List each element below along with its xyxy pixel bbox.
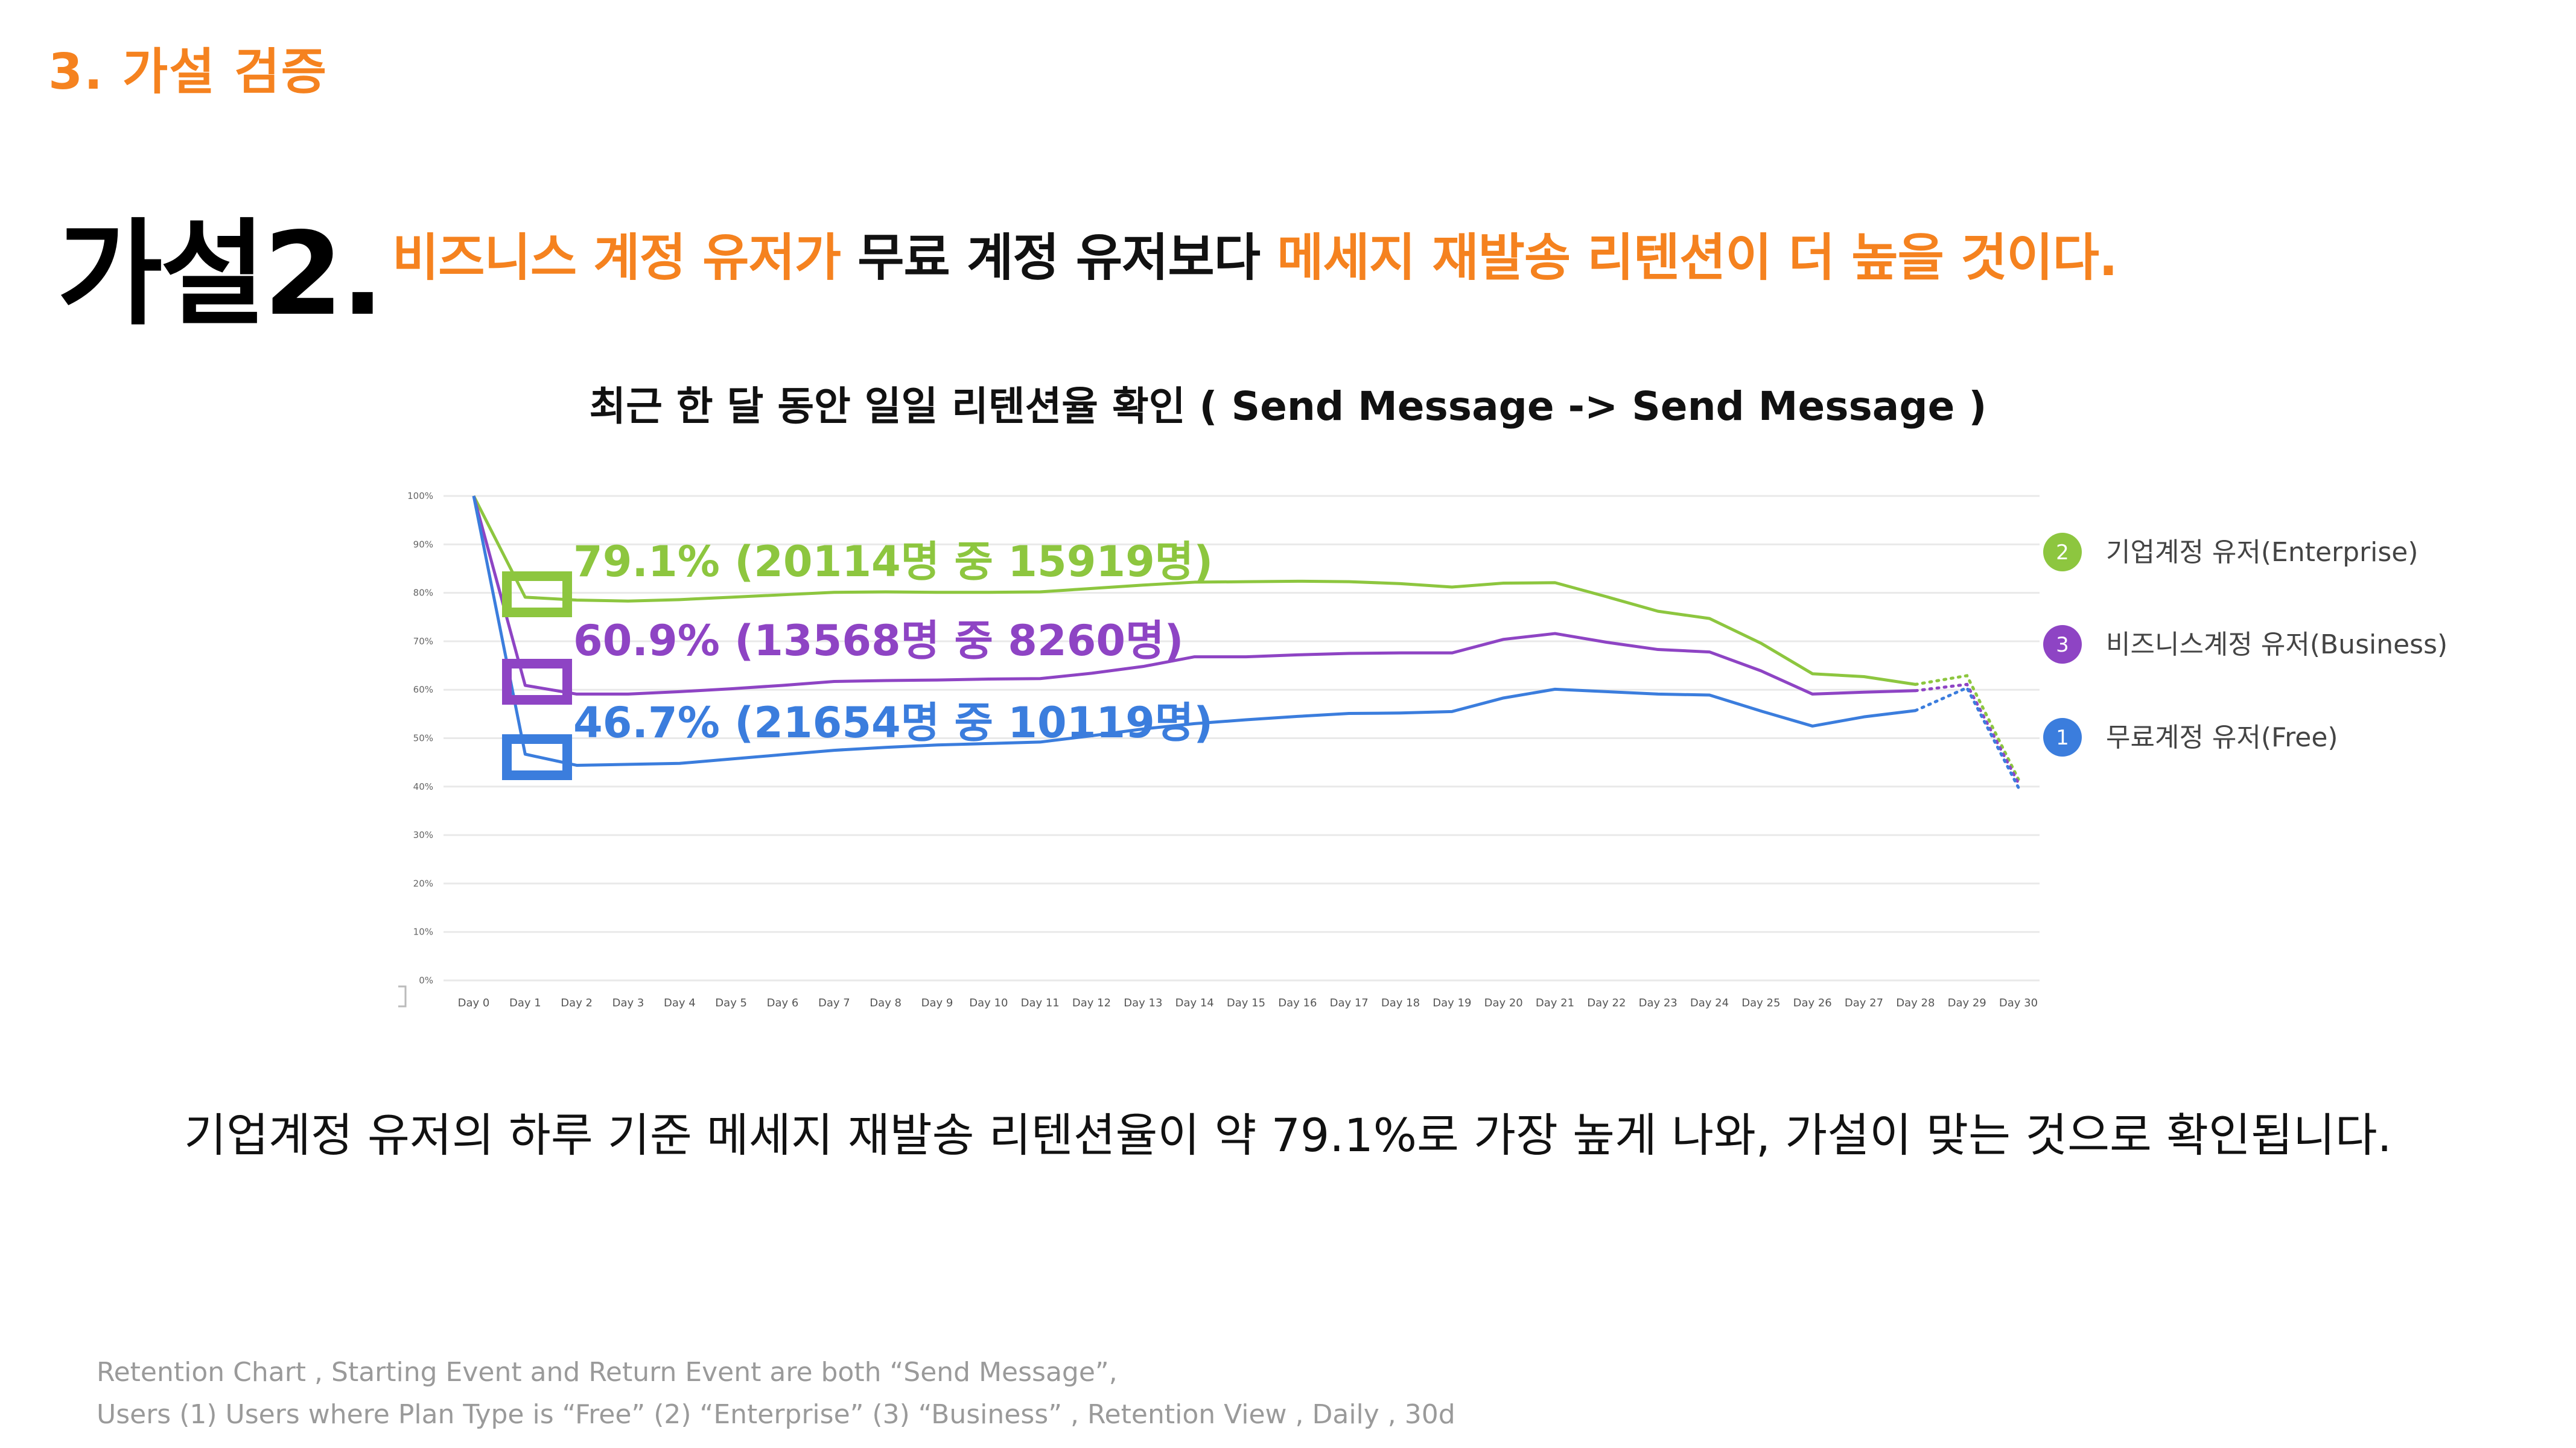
statement-part-free: 무료 계정 유저보다 (857, 228, 1261, 287)
series-line-incomplete (1913, 674, 2020, 781)
x-tick-label: Day 22 (1587, 997, 1626, 1009)
x-tick-label: Day 13 (1124, 997, 1162, 1009)
series-line-incomplete (1913, 685, 2020, 789)
x-tick-label: Day 10 (969, 997, 1008, 1009)
retention-line-chart: 100% 90% 80% 70% 60% 50% 40% 30% 20% 10% 0% Day 0 Da… (398, 491, 2447, 1009)
x-tick-label: Day 8 (870, 997, 902, 1009)
y-tick-label: 30% (413, 830, 433, 840)
series-line-incomplete (1913, 682, 2020, 785)
x-tick-label: Day 24 (1690, 997, 1729, 1009)
y-tick-label: 60% (413, 684, 433, 695)
legend-badge-number: 3 (2056, 633, 2069, 657)
x-tick-label: Day 19 (1433, 997, 1471, 1009)
day1-highlight-box (502, 659, 572, 705)
x-tick-label: Day 7 (818, 997, 850, 1009)
series-annotation: 79.1% (20114명 중 15919명) (573, 537, 1213, 586)
x-tick-label: Day 12 (1072, 997, 1111, 1009)
x-tick-label: Day 6 (767, 997, 799, 1009)
series-line (472, 495, 1916, 696)
x-tick-label: Day 20 (1484, 997, 1523, 1009)
legend-badge-number: 1 (2056, 726, 2069, 750)
legend-badge (2043, 533, 2082, 571)
x-tick-label: Day 4 (664, 997, 696, 1009)
x-tick-label: Day 3 (612, 997, 644, 1009)
x-tick-label: Day 11 (1021, 997, 1060, 1009)
x-tick-label: Day 1 (509, 997, 541, 1009)
conclusion-text: 기업계정 유저의 하루 기준 메세지 재발송 리텐션율이 약 79.1%로 가장… (184, 1108, 2392, 1162)
statement-part-retention: 메세지 재발송 리텐션이 더 높을 것이다. (1277, 228, 2118, 287)
x-tick-label: Day 16 (1278, 997, 1317, 1009)
series-annotation: 60.9% (13568명 중 8260명) (573, 616, 1184, 665)
x-tick-label: Day 0 (458, 997, 490, 1009)
statement-part-business: 비즈니스 계정 유저가 (392, 228, 841, 287)
legend-badge-number: 2 (2056, 541, 2069, 565)
legend-badge (2043, 625, 2082, 664)
chart-title: 최근 한 달 동안 일일 리텐션율 확인 ( Send Message -> S… (589, 383, 1987, 430)
x-tick-label: Day 27 (1845, 997, 1883, 1009)
x-tick-label: Day 14 (1175, 997, 1214, 1009)
x-tick-label: Day 5 (715, 997, 747, 1009)
axis-bracket (398, 985, 407, 1008)
y-tick-label: 80% (413, 588, 433, 599)
x-tick-label: Day 15 (1227, 997, 1265, 1009)
y-tick-label: 40% (413, 781, 433, 792)
x-tick-label: Day 30 (1999, 997, 2038, 1009)
x-tick-label: Day 9 (921, 997, 953, 1009)
x-tick-label: Day 28 (1896, 997, 1935, 1009)
series-line (472, 495, 1916, 686)
y-tick-label: 100% (407, 491, 433, 501)
x-tick-label: Day 17 (1330, 997, 1369, 1009)
x-tick-label: Day 23 (1639, 997, 1678, 1009)
footnote-line-2: Users (1) Users where Plan Type is “Free… (97, 1399, 1455, 1430)
x-tick-label: Day 25 (1741, 997, 1780, 1009)
series-annotation: 46.7% (21654명 중 10119명) (573, 698, 1213, 748)
legend-label: 비즈니스계정 유저(Business) (2106, 629, 2447, 660)
day1-highlight-box (502, 571, 572, 617)
series-line (472, 495, 1916, 767)
y-tick-label: 90% (413, 539, 433, 550)
y-tick-label: 0% (419, 975, 433, 986)
hypothesis-title: 가설2. (57, 208, 384, 341)
x-tick-label: Day 21 (1536, 997, 1574, 1009)
x-tick-label: Day 2 (561, 997, 593, 1009)
section-label: 3. 가설 검증 (48, 43, 328, 101)
y-tick-label: 70% (413, 636, 433, 647)
legend-label: 무료계정 유저(Free) (2106, 722, 2338, 753)
x-tick-label: Day 18 (1381, 997, 1420, 1009)
y-tick-label: 20% (413, 878, 433, 889)
hypothesis-statement: 비즈니스 계정 유저가 무료 계정 유저보다 메세지 재발송 리텐션이 더 높을… (392, 217, 2118, 290)
footnote: Retention Chart , Starting Event and Ret… (97, 1351, 1455, 1436)
y-tick-label: 10% (413, 927, 433, 938)
x-tick-label: Day 26 (1793, 997, 1832, 1009)
legend-badge (2043, 718, 2082, 757)
footnote-line-1: Retention Chart , Starting Event and Ret… (97, 1357, 1118, 1388)
day1-highlight-box (502, 734, 572, 780)
x-tick-label: Day 29 (1948, 997, 1986, 1009)
y-tick-label: 50% (413, 733, 433, 744)
legend-label: 기업계정 유저(Enterprise) (2106, 537, 2419, 568)
